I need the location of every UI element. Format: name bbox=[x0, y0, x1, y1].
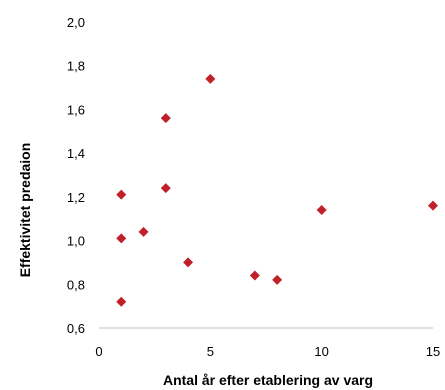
data-point bbox=[249, 270, 260, 281]
data-point bbox=[205, 73, 216, 84]
data-point bbox=[183, 257, 194, 268]
data-point bbox=[116, 233, 127, 244]
y-tick-label: 1,8 bbox=[67, 59, 85, 74]
y-axis-title: Effektivitet predaion bbox=[17, 143, 33, 278]
x-tick-label: 15 bbox=[426, 344, 440, 359]
y-tick-label: 1,4 bbox=[67, 146, 85, 161]
x-axis-ticks: 0 5 10 15 bbox=[95, 344, 440, 359]
y-tick-label: 0,6 bbox=[67, 321, 85, 336]
y-tick-label: 0,8 bbox=[67, 277, 85, 292]
x-tick-label: 10 bbox=[314, 344, 328, 359]
y-tick-label: 1,2 bbox=[67, 190, 85, 205]
data-point bbox=[116, 189, 127, 200]
data-point bbox=[428, 200, 438, 211]
data-point bbox=[160, 183, 171, 194]
data-point bbox=[272, 274, 283, 285]
x-axis-title: Antal år efter etablering av varg bbox=[163, 372, 373, 388]
data-point bbox=[160, 113, 171, 124]
y-tick-label: 2,0 bbox=[67, 15, 85, 30]
data-point bbox=[138, 226, 149, 237]
x-tick-label: 5 bbox=[207, 344, 214, 359]
data-point bbox=[316, 204, 327, 215]
data-points bbox=[116, 73, 438, 307]
y-tick-label: 1,0 bbox=[67, 234, 85, 249]
y-tick-label: 1,6 bbox=[67, 102, 85, 117]
y-axis-ticks: 0,6 0,8 1,0 1,2 1,4 1,6 1,8 2,0 bbox=[67, 15, 85, 336]
data-point bbox=[116, 296, 127, 307]
x-tick-label: 0 bbox=[95, 344, 102, 359]
